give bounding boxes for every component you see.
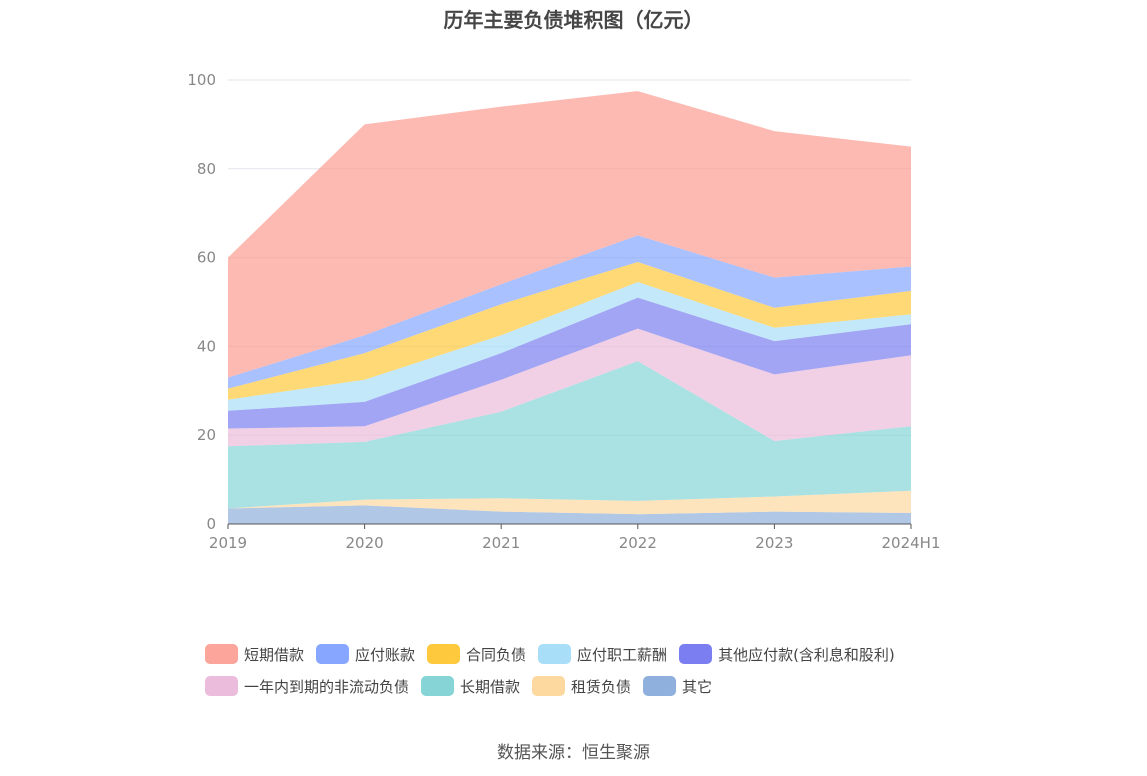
- y-tick-label: 80: [197, 160, 216, 178]
- area-series-8: [228, 91, 911, 378]
- x-tick-label: 2023: [755, 534, 793, 552]
- legend-item[interactable]: 租赁负债: [532, 676, 631, 697]
- area-series-0: [228, 505, 911, 524]
- legend-swatch: [679, 644, 713, 664]
- area-series-3: [228, 328, 911, 447]
- legend-swatch: [643, 676, 677, 696]
- area-series: [228, 91, 911, 524]
- legend-swatch: [538, 644, 572, 664]
- y-tick-label: 40: [197, 337, 216, 355]
- legend-item[interactable]: 其他应付款(含利息和股利): [679, 644, 895, 665]
- legend-swatch: [421, 676, 455, 696]
- y-tick-label: 100: [187, 71, 216, 89]
- area-series-5: [228, 282, 911, 411]
- area-series-6: [228, 262, 911, 400]
- stacked-area-chart: 0 20 40 60 80 100 2019 2020 2021 2022 2023 2024H1: [187, 71, 940, 552]
- legend-swatch: [427, 644, 461, 664]
- legend-label: 长期借款: [460, 677, 521, 696]
- legend-item[interactable]: 其它: [643, 676, 712, 697]
- legend-row-1: 短期借款 应付账款 合同负债 应付职工薪酬 其他应付款(含利息和股利): [205, 638, 965, 670]
- chart-title: 历年主要负债堆积图（亿元）: [443, 8, 704, 32]
- legend-label: 其他应付款(含利息和股利): [718, 645, 895, 664]
- legend-label: 租赁负债: [571, 677, 632, 696]
- x-tick-label: 2024H1: [882, 534, 941, 552]
- legend-row-2: 一年内到期的非流动负债 长期借款 租赁负债 其它: [205, 670, 965, 702]
- legend-label: 一年内到期的非流动负债: [244, 677, 410, 696]
- legend-label: 应付账款: [355, 645, 416, 664]
- legend-item[interactable]: 一年内到期的非流动负债: [205, 676, 409, 697]
- x-tick-label: 2020: [346, 534, 384, 552]
- legend-swatch: [205, 644, 238, 664]
- x-tick-label: 2019: [209, 534, 247, 552]
- area-series-1: [228, 490, 911, 515]
- legend-swatch: [316, 644, 350, 664]
- legend-item[interactable]: 应付职工薪酬: [538, 644, 667, 665]
- legend-item[interactable]: 短期借款: [205, 644, 304, 665]
- legend-swatch: [205, 676, 238, 696]
- legend-label: 应付职工薪酬: [577, 645, 668, 664]
- legend-item[interactable]: 应付账款: [316, 644, 415, 665]
- area-series-7: [228, 235, 911, 389]
- legend-label: 短期借款: [244, 645, 305, 664]
- y-tick-label: 20: [197, 426, 216, 444]
- legend-swatch: [532, 676, 566, 696]
- legend-item[interactable]: 合同负债: [427, 644, 526, 665]
- legend-label: 其它: [682, 677, 713, 696]
- x-tick-label: 2021: [482, 534, 520, 552]
- area-series-4: [228, 297, 911, 429]
- x-tick-label: 2022: [619, 534, 657, 552]
- legend-item[interactable]: 长期借款: [421, 676, 520, 697]
- axes: 0 20 40 60 80 100 2019 2020 2021 2022 2023 2024H1: [187, 71, 940, 552]
- y-tick-label: 0: [206, 515, 216, 533]
- legend-label: 合同负债: [466, 645, 527, 664]
- source-note: 数据来源：恒生聚源: [497, 743, 650, 763]
- legend: 短期借款 应付账款 合同负债 应付职工薪酬 其他应付款(含利息和股利) 一年内到期的非流…: [205, 638, 965, 702]
- area-series-2: [228, 361, 911, 509]
- y-tick-label: 60: [197, 249, 216, 267]
